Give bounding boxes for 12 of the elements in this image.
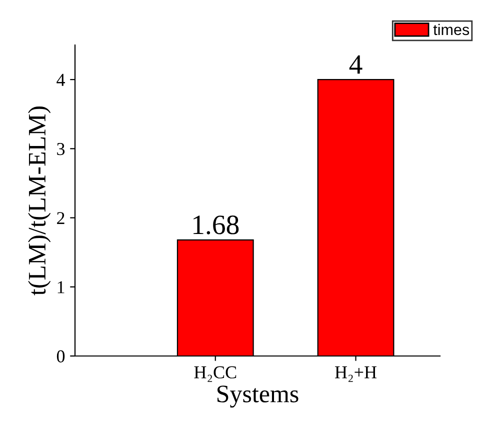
y-tick-label: 2 bbox=[57, 212, 64, 224]
x-tick-label: H₂+H bbox=[335, 366, 377, 382]
y-tick-label: 3 bbox=[57, 142, 65, 156]
y-tick-label: 1 bbox=[58, 281, 64, 294]
legend-label: times bbox=[433, 24, 470, 36]
y-tick-label: 0 bbox=[56, 350, 65, 362]
y-tick-label: 4 bbox=[56, 74, 65, 86]
y-axis-title: t(LM)/t(LM-ELM) bbox=[28, 106, 51, 296]
x-axis-title: Systems bbox=[217, 386, 298, 408]
data-label: 4 bbox=[349, 55, 362, 74]
data-label: 1.68 bbox=[194, 216, 239, 234]
x-tick-label: H₂CC bbox=[194, 366, 236, 382]
